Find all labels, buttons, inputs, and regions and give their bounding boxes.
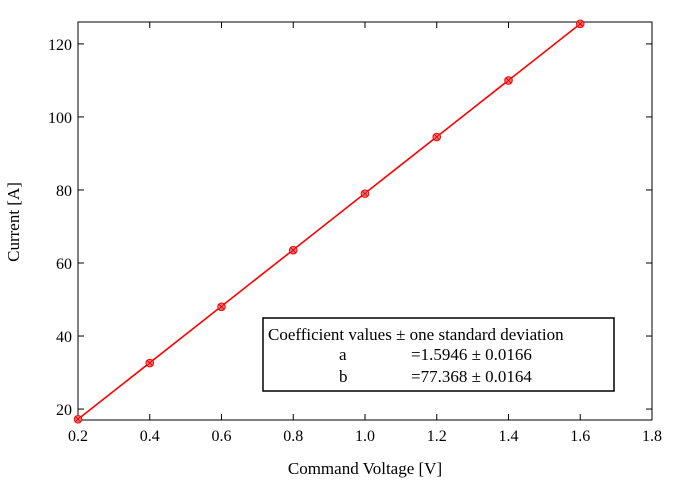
data-point-cross (75, 416, 81, 423)
y-tick-label: 80 (56, 183, 72, 200)
x-tick-label: 0.8 (283, 428, 303, 445)
x-axis-label: Command Voltage [V] (288, 459, 442, 478)
x-tick-label: 1.6 (570, 428, 590, 445)
data-point-cross (218, 304, 225, 310)
data-point-cross (433, 134, 440, 140)
data-point-cross (505, 77, 512, 84)
x-tick-label: 0.4 (140, 428, 160, 445)
data-point-cross (362, 190, 368, 197)
coefficient-value-b: =77.368 ± 0.0164 (411, 367, 532, 386)
coefficient-name-b: b (339, 367, 348, 386)
y-axis-label: Current [A] (4, 182, 23, 262)
y-tick-label: 20 (56, 402, 72, 419)
coefficient-value-a: =1.5946 ± 0.0166 (411, 345, 532, 364)
data-point-cross (577, 21, 584, 27)
data-point-cross (146, 360, 153, 366)
x-tick-label: 1.4 (499, 428, 519, 445)
series-layer (73, 19, 585, 424)
x-tick-label: 0.6 (212, 428, 232, 445)
coefficient-name-a: a (339, 345, 347, 364)
axis-tick-labels: 0.2 0.4 0.6 0.8 1.0 1.2 1.4 1.6 1.8 20 40 60 80 100 12… (48, 37, 662, 445)
coefficient-box: Coefficient values ± one standard deviat… (262, 317, 615, 392)
plot-area: 0.2 0.4 0.6 0.8 1.0 1.2 1.4 1.6 1.8 20 40 60 80 100 12… (48, 19, 662, 445)
x-tick-label: 0.2 (68, 428, 88, 445)
y-tick-label: 60 (56, 256, 72, 273)
coefficient-box-frame (262, 317, 615, 392)
y-tick-label: 120 (48, 37, 72, 54)
coefficient-box-header: Coefficient values ± one standard deviat… (268, 325, 564, 344)
x-tick-label: 1.2 (427, 428, 447, 445)
data-point-cross (290, 247, 297, 253)
x-tick-label: 1.0 (355, 428, 375, 445)
y-tick-label: 40 (56, 329, 72, 346)
x-tick-label: 1.8 (642, 428, 662, 445)
y-tick-label: 100 (48, 110, 72, 127)
axis-ticks (77, 22, 653, 420)
fit-line (77, 23, 581, 420)
